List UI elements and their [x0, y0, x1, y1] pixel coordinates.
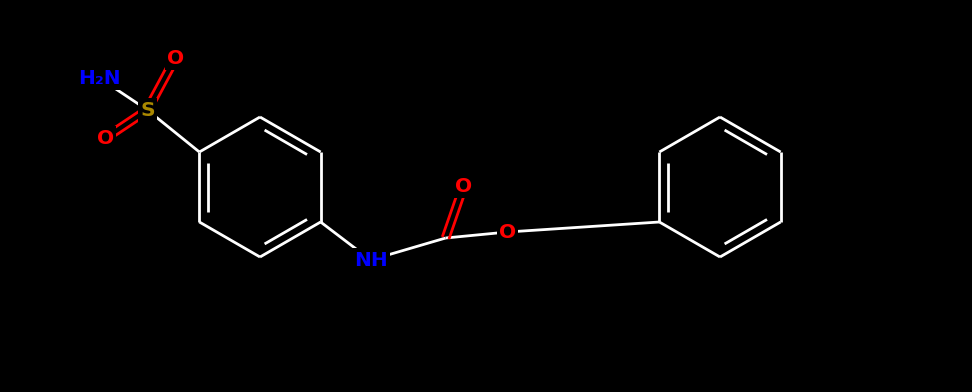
Text: O: O	[455, 176, 472, 196]
Text: O: O	[97, 129, 114, 147]
Text: O: O	[499, 223, 516, 241]
Text: NH: NH	[354, 250, 388, 270]
Text: H₂N: H₂N	[78, 69, 121, 87]
Text: S: S	[140, 100, 155, 120]
Text: O: O	[167, 49, 184, 67]
